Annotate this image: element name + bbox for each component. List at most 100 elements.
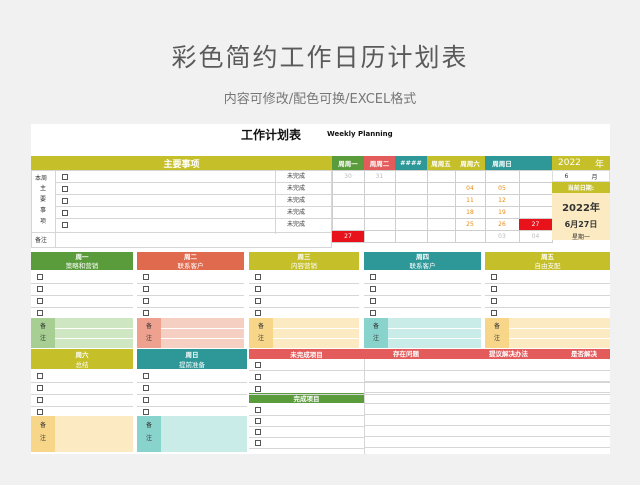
- task-checkbox[interactable]: [255, 286, 261, 292]
- task-checkbox[interactable]: [255, 418, 261, 424]
- calendar-date[interactable]: 04: [531, 233, 540, 240]
- row-divider: [249, 295, 359, 296]
- calendar-date[interactable]: 11: [466, 197, 474, 204]
- task-checkbox[interactable]: [62, 198, 68, 204]
- month-row: 6 月: [552, 170, 610, 182]
- calendar-date[interactable]: 26: [498, 221, 506, 228]
- task-checkbox[interactable]: [143, 310, 149, 316]
- row-divider: [137, 307, 244, 308]
- month-suffix: 月: [591, 173, 598, 181]
- calendar-date[interactable]: 04: [466, 185, 474, 192]
- note-char: 注: [373, 335, 380, 342]
- task-checkbox[interactable]: [255, 310, 261, 316]
- task-checkbox[interactable]: [143, 298, 149, 304]
- calendar-date[interactable]: 19: [498, 209, 506, 216]
- task-checkbox[interactable]: [37, 274, 43, 280]
- completed-header: 完成项目: [249, 393, 364, 403]
- unfinished-header: 未完成项目: [249, 349, 364, 359]
- task-checkbox[interactable]: [62, 174, 68, 180]
- task-checkbox[interactable]: [37, 286, 43, 292]
- sheet-title-en: Weekly Planning: [327, 130, 393, 138]
- row-divider: [137, 295, 244, 296]
- calendar-day-header: 周周日: [485, 156, 519, 170]
- weekday-header-4: 周五: [485, 252, 610, 261]
- calendar-date[interactable]: 05: [498, 185, 506, 192]
- task-checkbox[interactable]: [370, 298, 376, 304]
- task-checkbox[interactable]: [491, 286, 497, 292]
- task-checkbox[interactable]: [37, 298, 43, 304]
- weekday-header-3: 周四: [364, 252, 481, 261]
- calendar-cell[interactable]: [364, 230, 396, 243]
- note-label-box: [31, 416, 55, 452]
- row-divider: [31, 382, 133, 383]
- note-char: 注: [146, 335, 153, 342]
- task-checkbox[interactable]: [62, 210, 68, 216]
- calendar-cell[interactable]: [427, 230, 456, 243]
- row-divider: [485, 295, 610, 296]
- task-checkbox[interactable]: [255, 386, 261, 392]
- task-checkbox[interactable]: [143, 274, 149, 280]
- main-items-header: 主要事项: [31, 156, 332, 170]
- note-char: 备: [494, 323, 501, 330]
- row-divider: [249, 382, 610, 383]
- col-divider: [364, 359, 365, 454]
- weekend-header-0: 周六: [31, 349, 133, 359]
- task-checkbox[interactable]: [255, 362, 261, 368]
- task-checkbox[interactable]: [143, 409, 149, 415]
- calendar-day-header: 周周六: [455, 156, 485, 170]
- task-checkbox[interactable]: [255, 407, 261, 413]
- task-checkbox[interactable]: [62, 186, 68, 192]
- tracker-header-bar: [364, 349, 610, 359]
- row-divider: [31, 394, 133, 395]
- task-checkbox[interactable]: [62, 222, 68, 228]
- calendar-date[interactable]: 12: [498, 197, 506, 204]
- task-checkbox[interactable]: [37, 310, 43, 316]
- task-checkbox[interactable]: [491, 310, 497, 316]
- task-checkbox[interactable]: [143, 385, 149, 391]
- row-divider: [137, 406, 247, 407]
- calendar-cell[interactable]: [395, 230, 428, 243]
- main-items-box: [31, 170, 332, 248]
- row-divider: [364, 307, 481, 308]
- task-status: 未完成: [287, 185, 306, 192]
- month-value: 6: [564, 172, 569, 180]
- note-label-box: [249, 318, 273, 348]
- row-divider: [31, 295, 133, 296]
- solutions-header: 提议解决办法: [489, 350, 528, 358]
- calendar-date[interactable]: 25: [466, 221, 474, 228]
- task-checkbox[interactable]: [370, 274, 376, 280]
- calendar-date[interactable]: 30: [344, 173, 352, 180]
- task-checkbox[interactable]: [491, 298, 497, 304]
- task-checkbox[interactable]: [37, 373, 43, 379]
- task-checkbox[interactable]: [370, 310, 376, 316]
- weekday-header-2: 周三: [249, 252, 359, 261]
- row-divider: [364, 283, 481, 284]
- calendar-date[interactable]: 03: [498, 233, 506, 240]
- calendar-date[interactable]: 27: [519, 219, 552, 230]
- note-char: 备: [146, 422, 153, 429]
- task-checkbox[interactable]: [255, 374, 261, 380]
- task-checkbox[interactable]: [37, 385, 43, 391]
- row-divider: [137, 283, 244, 284]
- note-label-box: [137, 416, 161, 452]
- task-checkbox[interactable]: [255, 274, 261, 280]
- calendar-date[interactable]: 27: [332, 231, 364, 242]
- task-checkbox[interactable]: [491, 274, 497, 280]
- task-checkbox[interactable]: [255, 298, 261, 304]
- task-checkbox[interactable]: [143, 397, 149, 403]
- note-line: [55, 328, 133, 329]
- side-label-1: 主: [40, 185, 47, 192]
- task-checkbox[interactable]: [37, 397, 43, 403]
- task-checkbox[interactable]: [255, 429, 261, 435]
- problems-header: 存在问题: [393, 350, 419, 358]
- calendar-cell[interactable]: [455, 230, 486, 243]
- task-checkbox[interactable]: [143, 286, 149, 292]
- task-checkbox[interactable]: [255, 440, 261, 446]
- task-checkbox[interactable]: [143, 373, 149, 379]
- calendar-date[interactable]: 18: [466, 209, 474, 216]
- note-line: [388, 328, 481, 329]
- task-checkbox[interactable]: [370, 286, 376, 292]
- calendar-date[interactable]: 31: [375, 173, 384, 180]
- today-label: 当前日期:: [552, 182, 610, 193]
- task-checkbox[interactable]: [37, 409, 43, 415]
